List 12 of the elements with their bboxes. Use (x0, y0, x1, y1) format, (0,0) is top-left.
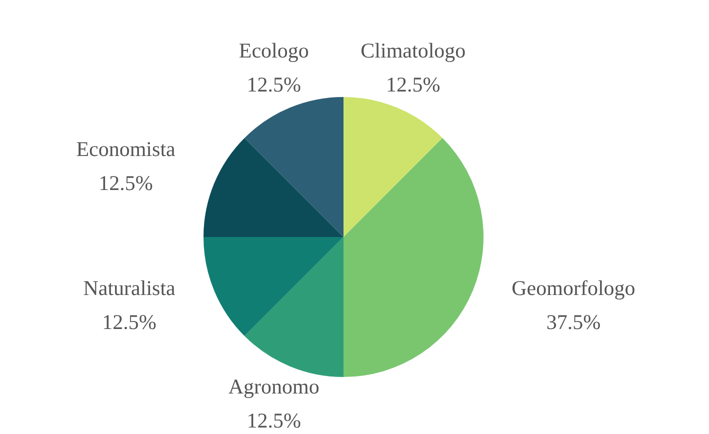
slice-label: Climatologo (360, 38, 466, 62)
slice-label: Naturalista (83, 276, 176, 300)
data-label: 12.5% (386, 72, 440, 96)
data-label: 12.5% (246, 72, 301, 96)
data-label: 12.5% (102, 310, 156, 334)
slice-label: Ecologo (238, 38, 309, 62)
data-label: 12.5% (98, 170, 153, 195)
slice-label: Geomorfologo (512, 276, 636, 300)
slice-label: Agronomo (228, 374, 320, 399)
data-label: 37.5% (546, 310, 601, 334)
slice-label: Economista (76, 136, 176, 161)
data-label: 12.5% (246, 408, 301, 433)
